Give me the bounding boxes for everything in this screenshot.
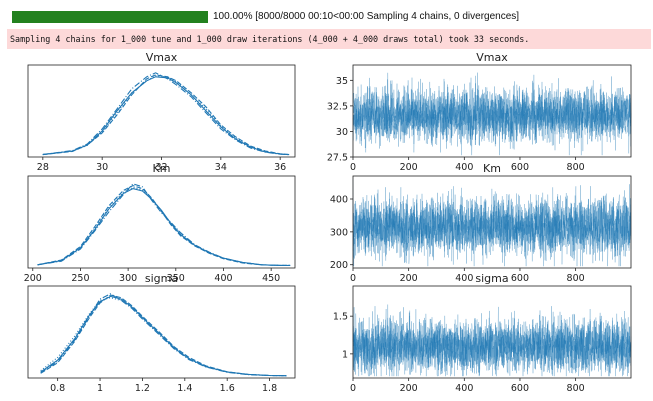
Km-posterior-chain-4-line	[37, 186, 291, 266]
Km-posterior-chain-2-line	[37, 185, 291, 266]
Km-posterior-xtick-label: 450	[262, 273, 280, 284]
progress-row: 100.00% [8000/8000 00:10<00:00 Sampling …	[10, 9, 650, 25]
Km-posterior-axes-frame	[27, 175, 296, 269]
Km-posterior-chain-3-line	[37, 183, 291, 266]
sigma-trace-ytick-label: 1	[342, 349, 348, 360]
Vmax-posterior-xtick-label: 28	[37, 162, 49, 173]
Km-trace-xtick-label: 600	[511, 273, 529, 284]
sigma-trace-chain-2-trace	[352, 304, 632, 377]
sigma-posterior-chain-3-line	[40, 293, 287, 377]
Vmax-trace-ytick-label: 27.5	[327, 153, 348, 164]
sigma-trace-chain-4-trace	[352, 306, 632, 377]
sigma-trace-xtick-label: 0	[350, 383, 356, 394]
sigma-trace-xtick-label: 600	[511, 383, 529, 394]
sigma-trace-chain-3-trace	[352, 307, 632, 377]
Km-trace-chain-2-trace	[352, 186, 632, 267]
Km-trace-chain-3-trace	[352, 179, 632, 267]
Vmax-trace-chain-4-trace	[352, 72, 632, 156]
Km-trace-chain-1-trace	[352, 185, 632, 267]
Vmax-posterior-title: Vmax	[146, 52, 178, 64]
sigma-trace-ytick-label: 1.5	[333, 312, 348, 323]
sigma-trace-xtick-label: 800	[567, 383, 585, 394]
Km-trace-xtick-label: 200	[400, 273, 418, 284]
stderr-output: Sampling 4 chains for 1_000 tune and 1_0…	[7, 29, 651, 49]
Km-trace-ytick-label: 200	[330, 260, 348, 271]
Km-posterior-xtick-label: 400	[214, 273, 232, 284]
Km-posterior-xtick-label: 300	[119, 273, 137, 284]
Vmax-posterior-axes-frame	[27, 64, 296, 158]
Vmax-posterior-xtick-label: 34	[215, 162, 227, 173]
Vmax-trace-xtick-label: 800	[567, 162, 585, 173]
Vmax-trace-ytick-label: 35	[336, 76, 348, 87]
sigma-posterior-xtick-label: 1.4	[177, 383, 192, 394]
Km-trace-xtick-label: 400	[455, 273, 473, 284]
Km-posterior-chain-1-line	[37, 188, 291, 266]
sigma-posterior-xtick-label: 1.8	[262, 383, 277, 394]
Km-trace-chain-4-trace	[352, 184, 632, 267]
sigma-posterior-xtick-label: 1.2	[135, 383, 150, 394]
sigma-trace-chain-1-trace	[352, 306, 632, 377]
sigma-posterior-chain-4-line	[40, 297, 287, 377]
Vmax-trace-xtick-label: 0	[350, 162, 356, 173]
Vmax-trace-axes-frame	[352, 64, 632, 158]
Vmax-trace-chain-1-trace	[352, 66, 632, 156]
Vmax-posterior-chain-4-line	[42, 75, 290, 156]
Km-posterior-xtick-label: 350	[167, 273, 185, 284]
Km-trace-xtick-label: 0	[350, 273, 356, 284]
sigma-posterior-xtick-label: 1.6	[220, 383, 235, 394]
sigma-trace-axes-frame	[352, 285, 632, 379]
sigma-posterior-xtick-label: 1	[97, 383, 103, 394]
Vmax-trace-ytick-label: 30	[336, 127, 348, 138]
sigma-trace-xtick-label: 200	[400, 383, 418, 394]
Km-trace-axes-frame	[352, 175, 632, 269]
Vmax-posterior-xtick-label: 36	[274, 162, 286, 173]
Km-posterior-xtick-label: 200	[24, 273, 42, 284]
Vmax-trace-chain-3-trace	[352, 77, 632, 156]
sigma-posterior-axes-frame	[27, 285, 296, 379]
Km-trace-title: Km	[483, 162, 501, 175]
sigma-posterior-title: sigma	[145, 272, 178, 285]
Vmax-posterior-chain-3-line	[42, 72, 290, 156]
sigma-posterior-chain-2-line	[40, 294, 287, 377]
Vmax-trace-xtick-label: 200	[400, 162, 418, 173]
sigma-posterior-xtick-label: 0.8	[50, 383, 65, 394]
Km-posterior-title: Km	[153, 162, 171, 175]
Km-trace-xtick-label: 800	[567, 273, 585, 284]
progress-text: 100.00% [8000/8000 00:10<00:00 Sampling …	[213, 11, 520, 22]
Vmax-posterior-xtick-label: 32	[155, 162, 167, 173]
Vmax-trace-xtick-label: 400	[455, 162, 473, 173]
sigma-trace-title: sigma	[475, 272, 508, 285]
Vmax-posterior-chain-2-line	[42, 74, 290, 156]
progress-bar-fill	[12, 11, 208, 23]
Km-posterior-xtick-label: 250	[71, 273, 89, 284]
Vmax-posterior-chain-1-line	[42, 76, 290, 156]
progress-bar	[12, 11, 208, 23]
sampling-log-message: Sampling 4 chains for 1_000 tune and 1_0…	[10, 34, 530, 44]
Vmax-trace-chain-2-trace	[352, 76, 632, 151]
Vmax-trace-title: Vmax	[476, 52, 508, 64]
Km-trace-ytick-label: 300	[330, 227, 348, 238]
Vmax-trace-xtick-label: 600	[511, 162, 529, 173]
Km-trace-ytick-label: 400	[330, 195, 348, 206]
Vmax-posterior-xtick-label: 30	[96, 162, 108, 173]
sigma-trace-xtick-label: 400	[455, 383, 473, 394]
Vmax-trace-ytick-label: 32.5	[327, 101, 348, 112]
